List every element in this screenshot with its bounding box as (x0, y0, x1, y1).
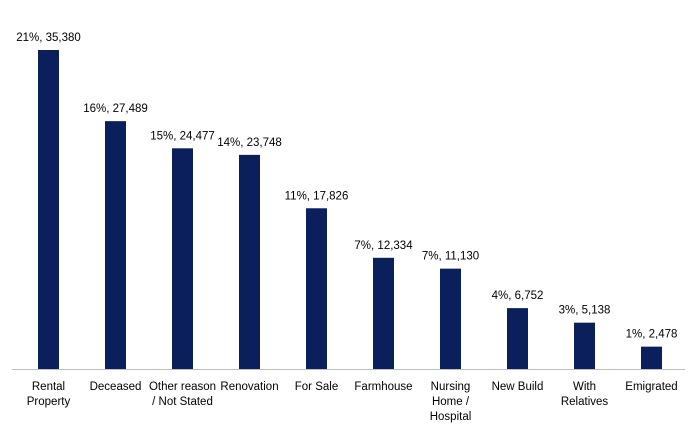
data-label: 21%, 35,380 (16, 32, 81, 44)
category-label: Rental (32, 381, 65, 393)
bars-group (38, 50, 662, 369)
category-label: / Not Stated (152, 396, 213, 408)
category-label: New Build (492, 381, 544, 393)
bar (574, 322, 595, 369)
bar (239, 154, 260, 369)
data-label: 11%, 17,826 (285, 190, 349, 202)
category-label: Hospital (430, 411, 472, 423)
category-label: For Sale (295, 381, 338, 393)
data-label: 4%, 6,752 (492, 290, 544, 302)
data-label: 7%, 11,130 (422, 251, 479, 263)
data-label: 1%, 2,478 (626, 329, 678, 341)
bar (306, 208, 327, 369)
data-label: 14%, 23,748 (217, 137, 282, 149)
bar (440, 268, 461, 369)
bar (641, 346, 662, 369)
category-label: With (573, 381, 596, 393)
bar (507, 308, 528, 369)
bar (105, 121, 126, 369)
category-label: Farmhouse (354, 381, 412, 393)
bar (38, 50, 59, 369)
bar (172, 148, 193, 369)
category-label: Relatives (561, 396, 609, 408)
data-label: 15%, 24,477 (150, 130, 215, 142)
category-label: Nursing (431, 381, 471, 393)
data-label: 16%, 27,489 (83, 103, 148, 115)
category-label: Home / (432, 396, 470, 408)
bar (373, 257, 394, 369)
category-label: Other reason (149, 381, 216, 393)
category-label: Deceased (90, 381, 142, 393)
data-label: 7%, 12,334 (354, 240, 413, 252)
category-label: Property (27, 396, 71, 408)
category-label: Emigrated (625, 381, 677, 393)
category-labels-group: Rental Property Deceased Other reason / Not … (27, 381, 678, 423)
data-label: 3%, 5,138 (559, 305, 611, 317)
category-label: Renovation (220, 381, 278, 393)
